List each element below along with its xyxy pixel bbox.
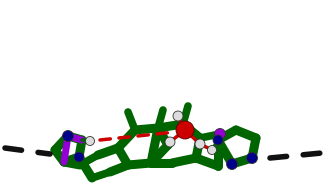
Circle shape — [208, 146, 216, 154]
Circle shape — [165, 137, 175, 147]
Circle shape — [176, 121, 194, 139]
Circle shape — [226, 159, 237, 170]
Circle shape — [214, 129, 225, 139]
Circle shape — [86, 136, 95, 146]
Circle shape — [246, 153, 258, 163]
Circle shape — [62, 130, 73, 142]
Circle shape — [74, 152, 84, 162]
Circle shape — [213, 135, 223, 145]
Circle shape — [173, 111, 183, 121]
Circle shape — [195, 139, 205, 149]
